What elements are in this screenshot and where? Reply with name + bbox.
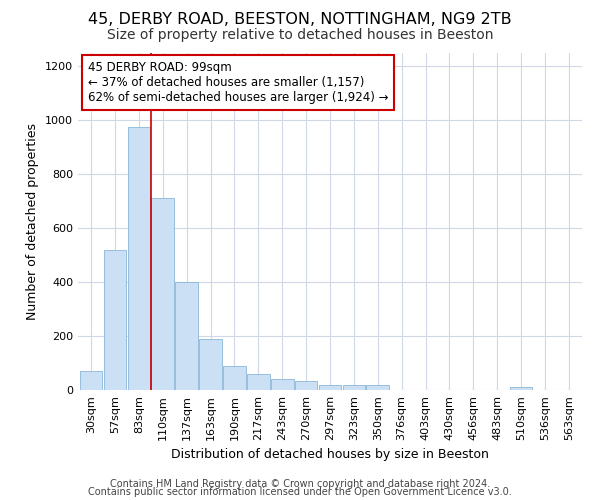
Text: 45, DERBY ROAD, BEESTON, NOTTINGHAM, NG9 2TB: 45, DERBY ROAD, BEESTON, NOTTINGHAM, NG9…: [88, 12, 512, 28]
Bar: [295, 382, 317, 390]
Bar: [199, 338, 222, 390]
Bar: [367, 384, 389, 390]
Text: Contains public sector information licensed under the Open Government Licence v3: Contains public sector information licen…: [88, 487, 512, 497]
Bar: [510, 388, 532, 390]
Bar: [343, 385, 365, 390]
Text: 45 DERBY ROAD: 99sqm
← 37% of detached houses are smaller (1,157)
62% of semi-de: 45 DERBY ROAD: 99sqm ← 37% of detached h…: [88, 61, 389, 104]
Text: Size of property relative to detached houses in Beeston: Size of property relative to detached ho…: [107, 28, 493, 42]
Bar: [151, 198, 174, 390]
X-axis label: Distribution of detached houses by size in Beeston: Distribution of detached houses by size …: [171, 448, 489, 462]
Bar: [104, 250, 127, 390]
Bar: [175, 282, 198, 390]
Bar: [319, 384, 341, 390]
Text: Contains HM Land Registry data © Crown copyright and database right 2024.: Contains HM Land Registry data © Crown c…: [110, 479, 490, 489]
Bar: [80, 371, 103, 390]
Bar: [223, 366, 246, 390]
Y-axis label: Number of detached properties: Number of detached properties: [26, 122, 40, 320]
Bar: [128, 126, 150, 390]
Bar: [247, 374, 269, 390]
Bar: [271, 378, 293, 390]
